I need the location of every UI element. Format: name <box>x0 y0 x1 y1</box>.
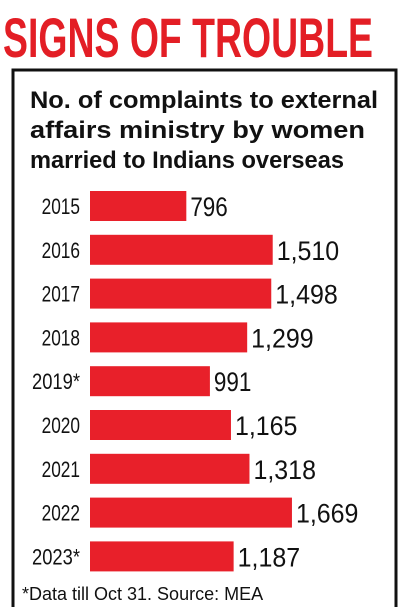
value-label: 1,498 <box>275 280 338 310</box>
y-tick-label: 2018 <box>42 325 80 350</box>
bar <box>90 278 272 309</box>
footnote: *Data till Oct 31. Source: MEA <box>22 584 263 604</box>
value-label: 1,187 <box>238 542 301 572</box>
chart-title: SIGNS OF TROUBLE <box>3 6 373 69</box>
bar <box>90 234 273 265</box>
value-label: 1,165 <box>235 411 298 441</box>
y-tick-label: 2023* <box>32 544 80 569</box>
y-tick-label: 2022 <box>42 501 80 526</box>
value-label: 1,510 <box>277 236 340 266</box>
bar <box>90 410 231 440</box>
bar <box>90 191 187 221</box>
y-tick-label: 2020 <box>42 413 80 438</box>
bar <box>90 366 210 397</box>
chart-subtitle: affairs ministry by women <box>30 117 365 144</box>
value-label: 796 <box>190 192 228 222</box>
y-tick-label: 2021 <box>42 457 80 482</box>
y-tick-label: 2019* <box>32 369 80 394</box>
value-label: 1,669 <box>296 499 359 529</box>
value-label: 1,299 <box>251 323 314 353</box>
chart-subtitle: No. of complaints to external <box>30 87 378 114</box>
bar <box>90 453 250 484</box>
y-tick-label: 2016 <box>42 238 80 263</box>
value-label: 1,318 <box>253 455 316 485</box>
value-label: 991 <box>214 367 252 397</box>
y-tick-label: 2017 <box>42 282 80 307</box>
bar <box>90 497 292 528</box>
bar <box>90 541 234 572</box>
frame <box>11 68 398 607</box>
chart-subtitle: married to Indians overseas <box>30 147 344 174</box>
y-tick-label: 2015 <box>42 194 80 219</box>
bar <box>90 322 248 353</box>
